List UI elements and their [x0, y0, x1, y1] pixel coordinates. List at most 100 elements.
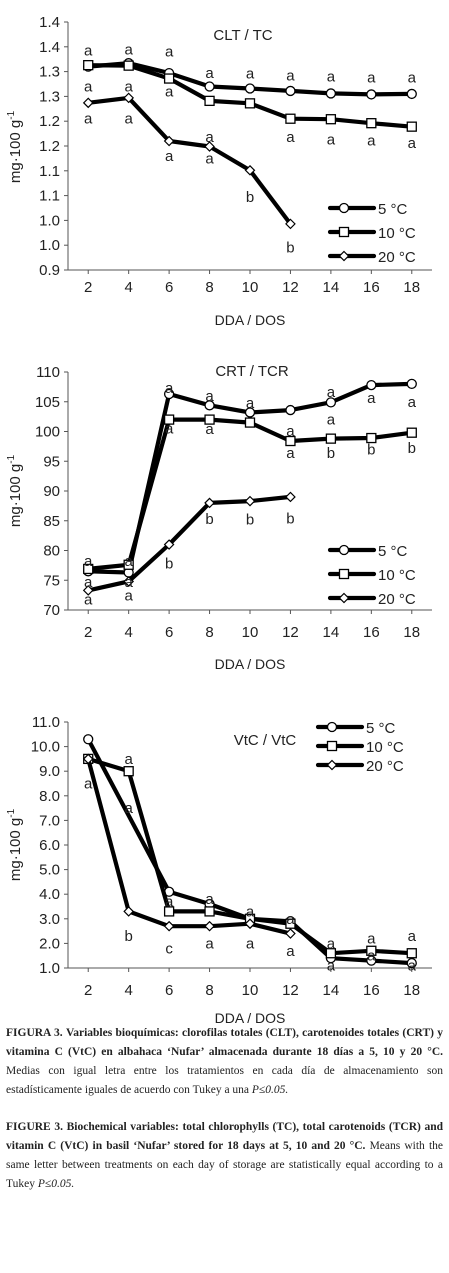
significance-letter: b: [327, 445, 335, 462]
significance-letter: a: [165, 894, 174, 911]
y-tick-label: 7.0: [39, 812, 60, 829]
caption-en-p: P≤0.05.: [37, 1178, 75, 1190]
chart-3: 1.0 2.0 3.0 4.0 5.0 6.0 7.0 8.0 9.0 10.0 11.0 2 4 6 8 1…: [6, 714, 432, 1026]
significance-letter: b: [286, 510, 294, 527]
significance-letter: a: [124, 574, 133, 591]
significance-letter: b: [205, 511, 213, 528]
significance-letter: a: [367, 133, 376, 150]
y-tick-label: 4.0: [39, 886, 60, 903]
series-point-3: [285, 491, 296, 503]
legend-marker: [338, 202, 350, 214]
caption-es-text: Medias con igual letra entre los tratami…: [6, 1065, 443, 1096]
legend-label: 5 °C: [378, 543, 408, 560]
significance-letter: a: [286, 911, 295, 928]
series-point-3: [244, 495, 256, 507]
figure-captions: FIGURA 3. Variables bioquímicas: clorofi…: [6, 1024, 443, 1212]
x-tick-label: 2: [84, 279, 92, 296]
x-axis-label: DDA / DOS: [215, 312, 286, 328]
legend-label: 20 °C: [378, 591, 416, 608]
series-point-1: [406, 88, 417, 100]
series-point-3: [285, 928, 296, 939]
significance-letter: a: [84, 591, 93, 608]
caption-es-p: P≤0.05.: [251, 1084, 289, 1096]
y-axis-label: mg·100 g-1: [6, 454, 24, 527]
significance-letter: a: [286, 129, 295, 146]
significance-letter: a: [124, 588, 133, 605]
legend-label: 10 °C: [366, 739, 404, 756]
y-tick-label: 100: [35, 424, 60, 441]
series-point-1: [285, 85, 296, 97]
x-tick-label: 10: [242, 624, 259, 641]
significance-letter: a: [84, 78, 93, 95]
series-point-3: [123, 92, 135, 104]
y-tick-label: 1.0: [39, 237, 60, 254]
series-point-3: [163, 920, 175, 932]
series-point-3: [244, 918, 256, 930]
x-tick-label: 16: [363, 279, 380, 296]
significance-letter: a: [408, 928, 417, 945]
significance-letter: a: [327, 384, 336, 401]
significance-letter: a: [246, 66, 255, 83]
significance-letter: a: [124, 751, 133, 768]
x-tick-label: 18: [403, 279, 420, 296]
x-tick-label: 2: [84, 624, 92, 641]
y-tick-label: 2.0: [39, 935, 60, 952]
significance-letter: a: [84, 42, 93, 59]
caption-en-label: FIGURE 3.: [6, 1121, 63, 1133]
y-tick-label: 90: [43, 483, 60, 500]
legend-label: 5 °C: [366, 720, 396, 737]
legend-label: 20 °C: [366, 758, 404, 775]
series-point-3: [82, 97, 94, 109]
series-point-2: [163, 906, 175, 917]
x-tick-label: 12: [282, 982, 299, 999]
x-tick-label: 12: [282, 624, 299, 641]
x-tick-label: 6: [165, 624, 173, 641]
y-tick-label: 1.1: [39, 163, 60, 180]
x-tick-label: 10: [242, 279, 259, 296]
series-point-2: [406, 427, 417, 438]
significance-letter: a: [124, 553, 133, 570]
y-tick-label: 3.0: [39, 911, 60, 928]
significance-letter: a: [205, 388, 214, 405]
x-tick-label: 12: [282, 279, 299, 296]
x-tick-label: 4: [124, 279, 132, 296]
caption-es-label: FIGURA 3.: [6, 1027, 63, 1039]
chart-title: CLT / TC: [213, 27, 272, 44]
series-point-1: [325, 397, 337, 408]
significance-letter: a: [408, 958, 417, 975]
series-point-2: [406, 948, 417, 959]
significance-letter: a: [286, 445, 295, 462]
significance-letter: a: [205, 150, 214, 167]
significance-letter: a: [205, 421, 214, 438]
y-tick-label: 1.2: [39, 138, 60, 155]
chart-2: 70 75 80 85 90 95 100 105 110 2 4 6 8 10 12 14 16 18 CRT /…: [6, 363, 432, 672]
legend-marker: [338, 568, 350, 580]
legend-marker: [338, 592, 350, 604]
significance-letter: b: [367, 441, 375, 458]
caption-en-bold: Biochemical variables: total chlorophyll…: [6, 1121, 444, 1152]
y-tick-label: 85: [43, 513, 60, 530]
legend-marker: [338, 544, 350, 556]
series-point-2: [163, 73, 175, 84]
series-point-1: [83, 734, 94, 745]
significance-letter: a: [165, 421, 174, 438]
series-point-1: [366, 379, 377, 391]
series-point-1: [163, 388, 175, 400]
x-tick-label: 18: [403, 982, 420, 999]
series-point-3: [285, 218, 296, 230]
series-point-2: [366, 945, 377, 956]
x-tick-label: 16: [363, 624, 380, 641]
series-point-1: [204, 81, 215, 92]
series-point-2: [244, 417, 256, 428]
y-tick-label: 5.0: [39, 862, 60, 879]
series-point-3: [82, 585, 94, 596]
series-point-3: [204, 141, 215, 152]
series-line-1: [86, 737, 414, 966]
x-tick-label: 14: [323, 982, 340, 999]
series-point-2: [163, 414, 175, 425]
y-axis-label: mg·100 g-1: [6, 808, 24, 881]
x-tick-label: 2: [84, 982, 92, 999]
series-point-2: [123, 766, 134, 777]
series-line-3: [86, 95, 293, 226]
legend-marker: [326, 740, 338, 752]
